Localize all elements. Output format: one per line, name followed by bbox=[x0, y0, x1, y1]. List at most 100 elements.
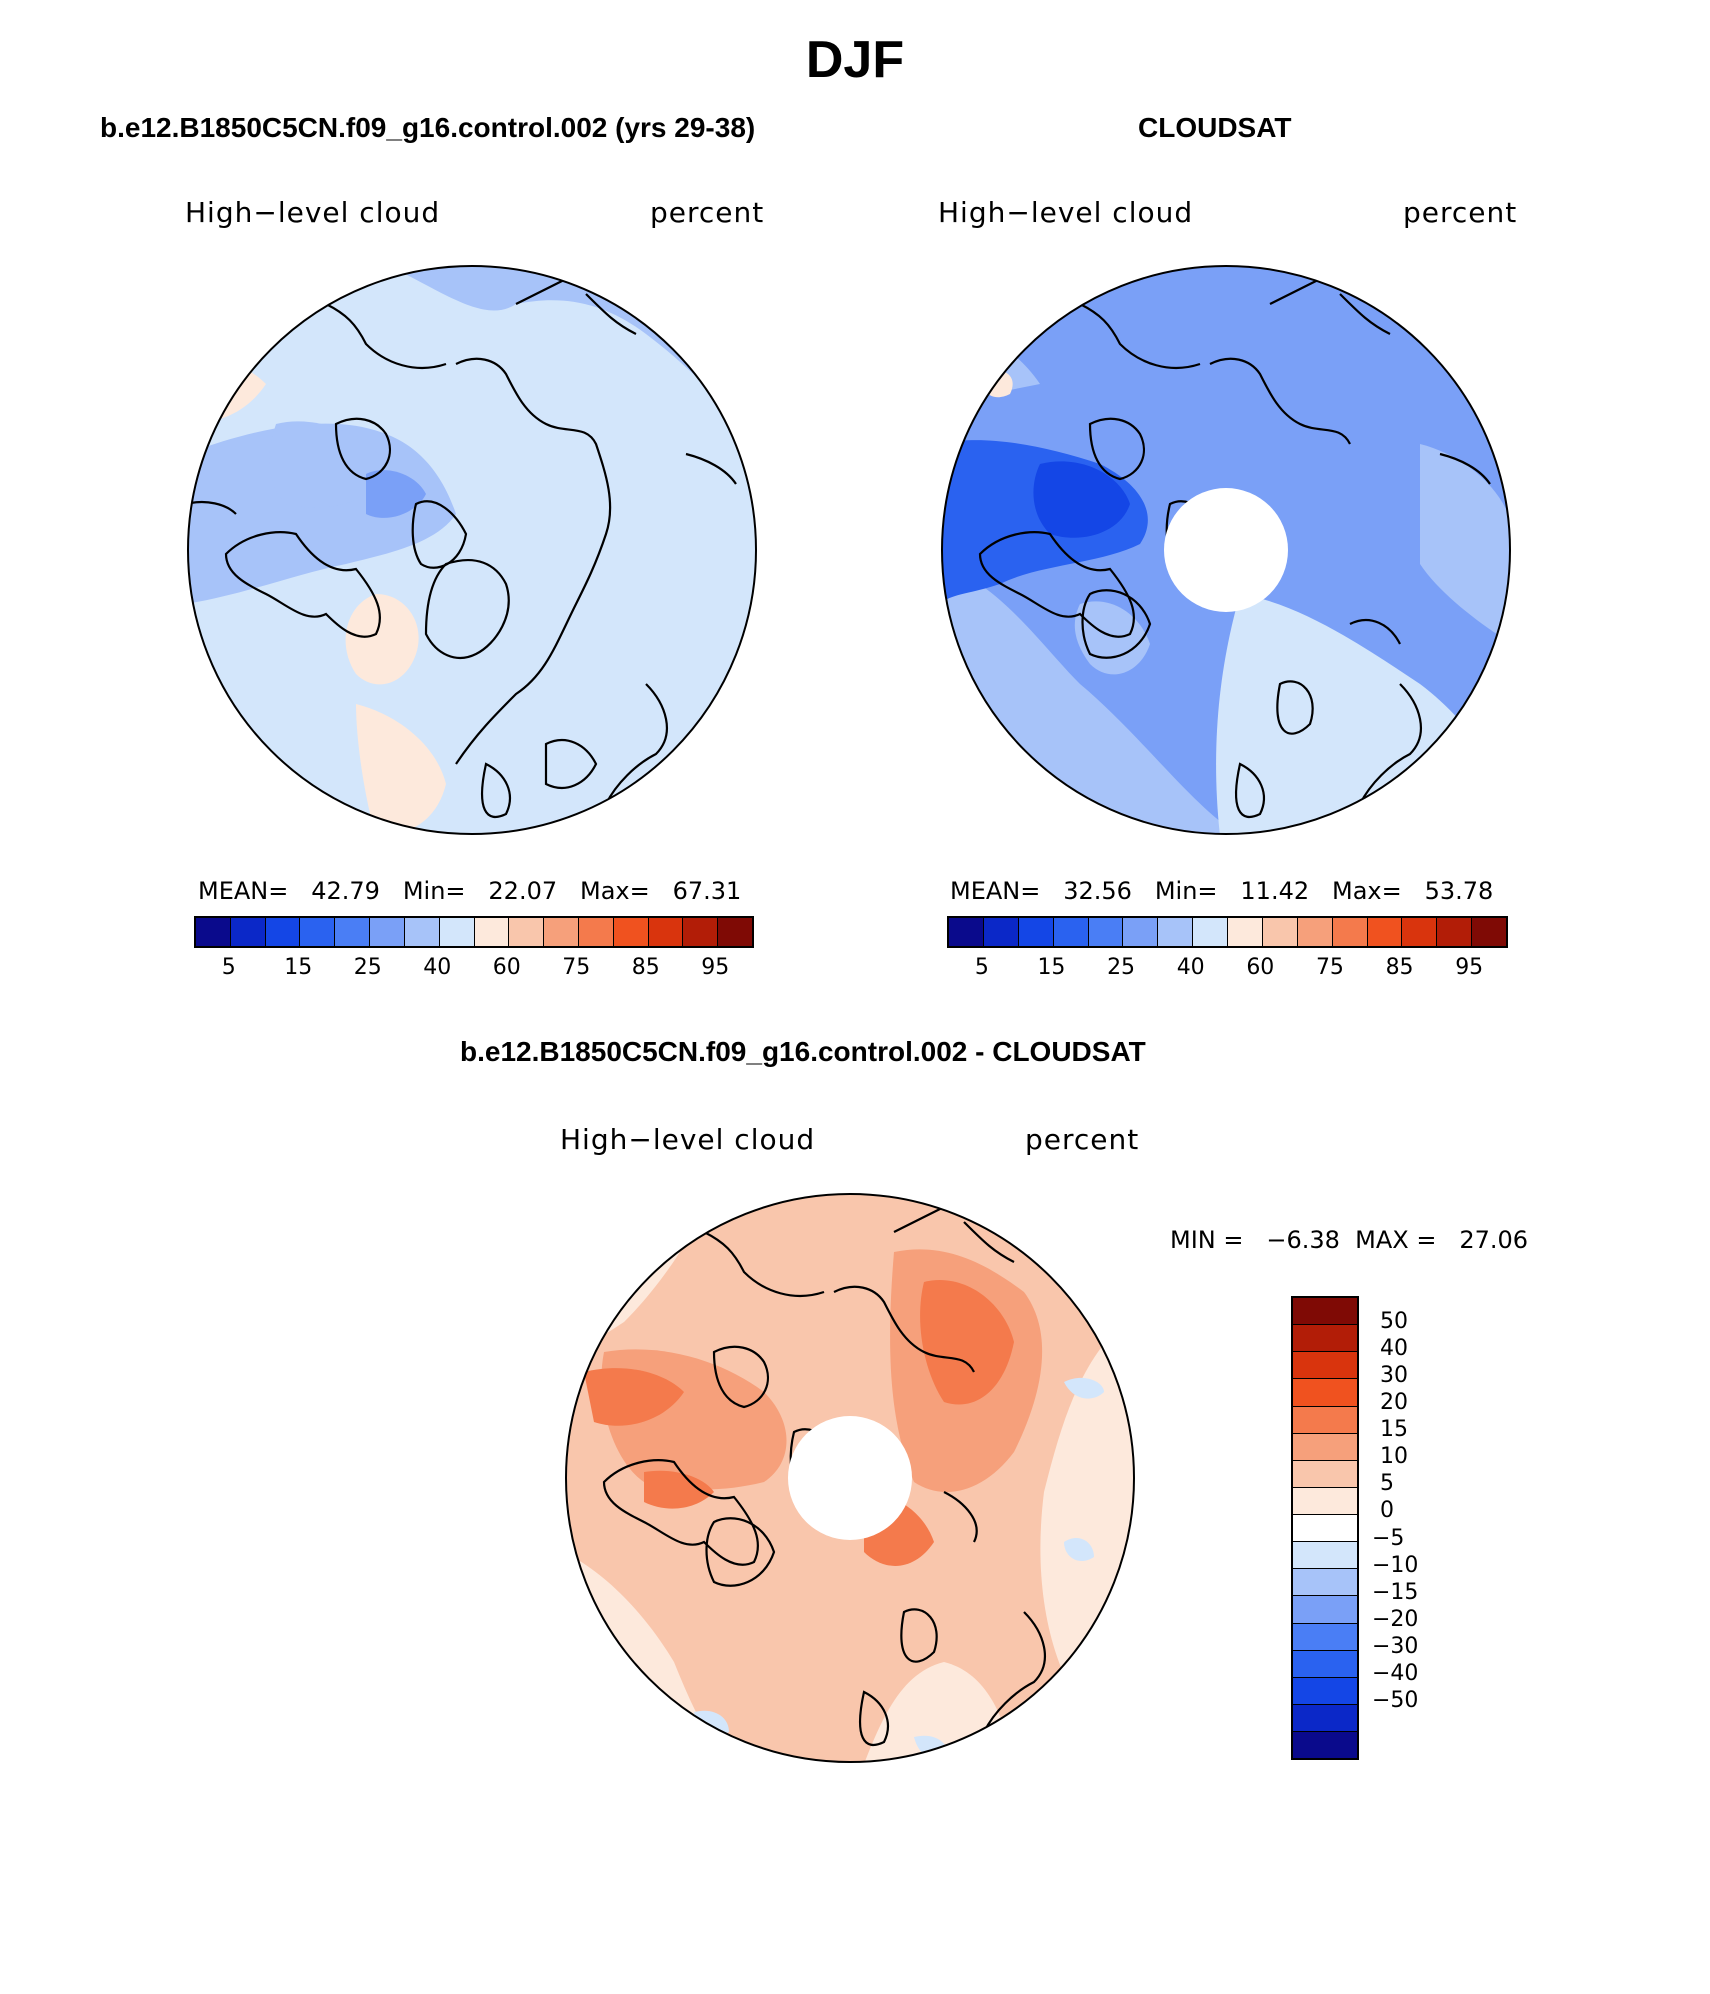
colorbar-tick-label: 40 bbox=[1176, 955, 1205, 980]
variable-label-model: High−level cloud bbox=[185, 196, 441, 229]
colorbar-swatch bbox=[1262, 918, 1298, 946]
colorbar-swatch bbox=[1297, 918, 1333, 946]
variable-label-diff: High−level cloud bbox=[560, 1123, 816, 1156]
colorbar-labels-diff: 50 40 30 20 15 10 5 0 −5 −10 −15 −20 −30 −40 −50 bbox=[1372, 1296, 1472, 1756]
colorbar-tick-label: 60 bbox=[1246, 955, 1275, 980]
colorbar-tick-label: 40 bbox=[423, 955, 452, 980]
diff-map bbox=[565, 1193, 1135, 1763]
colorbar-tick-label: 75 bbox=[1315, 955, 1344, 980]
colorbar-swatch bbox=[1293, 1487, 1357, 1515]
colorbar-swatch bbox=[300, 918, 336, 946]
colorbar-tick-label: 25 bbox=[353, 955, 382, 980]
page-title: DJF bbox=[805, 31, 905, 89]
colorbar-tick-label: −15 bbox=[1372, 1579, 1419, 1605]
units-label-model: percent bbox=[650, 196, 765, 229]
colorbar-swatch bbox=[718, 918, 752, 946]
colorbar-tick-label: 5 bbox=[974, 955, 989, 980]
colorbar-swatch bbox=[509, 918, 545, 946]
colorbar-swatch bbox=[1293, 1460, 1357, 1488]
colorbar-swatch bbox=[1293, 1325, 1357, 1353]
colorbar-tick-label: 15 bbox=[1380, 1417, 1408, 1443]
colorbar-tick-label: −20 bbox=[1372, 1606, 1419, 1632]
colorbar-swatch bbox=[1088, 918, 1124, 946]
colorbar-swatch bbox=[1437, 918, 1473, 946]
colorbar-swatch bbox=[648, 918, 684, 946]
colorbar-swatch bbox=[1193, 918, 1228, 946]
colorbar-swatch bbox=[1293, 1298, 1357, 1326]
colorbar-swatch bbox=[1332, 918, 1368, 946]
colorbar-swatch bbox=[1293, 1677, 1357, 1705]
colorbar-labels-obs: 5 15 25 40 60 75 85 95 bbox=[947, 955, 1504, 985]
colorbar-swatch bbox=[335, 918, 371, 946]
colorbar-model bbox=[194, 916, 754, 948]
colorbar-swatch bbox=[1123, 918, 1159, 946]
colorbar-swatch bbox=[230, 918, 266, 946]
colorbar-swatch bbox=[1472, 918, 1506, 946]
colorbar-swatch bbox=[1018, 918, 1054, 946]
colorbar-tick-label: −5 bbox=[1372, 1525, 1405, 1551]
colorbar-tick-label: 60 bbox=[492, 955, 521, 980]
colorbar-swatch bbox=[1367, 918, 1403, 946]
colorbar-swatch bbox=[1293, 1542, 1357, 1570]
colorbar-tick-label: 25 bbox=[1107, 955, 1136, 980]
colorbar-labels-model: 5 15 25 40 60 75 85 95 bbox=[194, 955, 750, 985]
colorbar-tick-label: −50 bbox=[1372, 1687, 1419, 1713]
colorbar-swatch bbox=[1293, 1623, 1357, 1651]
colorbar-swatch bbox=[1293, 1406, 1357, 1434]
colorbar-swatch bbox=[1293, 1433, 1357, 1461]
stats-model: MEAN= 42.79 Min= 22.07 Max= 67.31 bbox=[198, 877, 742, 905]
variable-label-obs: High−level cloud bbox=[938, 196, 1194, 229]
colorbar-swatch bbox=[1293, 1704, 1357, 1732]
colorbar-tick-label: 20 bbox=[1380, 1390, 1408, 1416]
colorbar-tick-label: 0 bbox=[1380, 1498, 1394, 1524]
colorbar-obs bbox=[947, 916, 1508, 948]
colorbar-tick-label: 85 bbox=[631, 955, 660, 980]
colorbar-swatch bbox=[949, 918, 984, 946]
colorbar-swatch bbox=[1158, 918, 1194, 946]
colorbar-tick-label: −10 bbox=[1372, 1552, 1419, 1578]
colorbar-tick-label: 15 bbox=[1037, 955, 1066, 980]
colorbar-swatch bbox=[1293, 1379, 1357, 1407]
panel-title-diff: b.e12.B1850C5CN.f09_g16.control.002 - CL… bbox=[460, 1036, 1146, 1067]
colorbar-swatch bbox=[1228, 918, 1263, 946]
colorbar-swatch bbox=[1053, 918, 1089, 946]
stats-obs: MEAN= 32.56 Min= 11.42 Max= 53.78 bbox=[950, 877, 1494, 905]
colorbar-swatch bbox=[370, 918, 405, 946]
colorbar-tick-label: 15 bbox=[284, 955, 313, 980]
colorbar-swatch bbox=[1293, 1515, 1357, 1543]
colorbar-tick-label: 40 bbox=[1380, 1336, 1408, 1362]
stats-diff: MIN = −6.38 MAX = 27.06 bbox=[1170, 1226, 1529, 1254]
colorbar-swatch bbox=[1402, 918, 1438, 946]
colorbar-swatch bbox=[404, 918, 440, 946]
colorbar-swatch bbox=[474, 918, 510, 946]
colorbar-swatch bbox=[1293, 1569, 1357, 1597]
colorbar-swatch bbox=[1293, 1596, 1357, 1624]
panel-title-model: b.e12.B1850C5CN.f09_g16.control.002 (yrs… bbox=[100, 112, 756, 143]
panel-title-obs: CLOUDSAT bbox=[1138, 112, 1292, 143]
colorbar-tick-label: 10 bbox=[1380, 1444, 1408, 1470]
colorbar-diff bbox=[1291, 1296, 1359, 1760]
colorbar-swatch bbox=[613, 918, 649, 946]
colorbar-swatch bbox=[265, 918, 301, 946]
colorbar-swatch bbox=[196, 918, 231, 946]
colorbar-tick-label: 50 bbox=[1380, 1309, 1408, 1335]
colorbar-tick-label: 95 bbox=[1455, 955, 1484, 980]
colorbar-swatch bbox=[439, 918, 475, 946]
colorbar-swatch bbox=[1293, 1732, 1357, 1759]
colorbar-tick-label: 95 bbox=[701, 955, 730, 980]
units-label-diff: percent bbox=[1025, 1123, 1140, 1156]
colorbar-tick-label: 5 bbox=[1380, 1471, 1394, 1497]
colorbar-tick-label: 5 bbox=[221, 955, 236, 980]
colorbar-swatch bbox=[983, 918, 1019, 946]
obs-map bbox=[941, 265, 1511, 835]
colorbar-swatch bbox=[544, 918, 579, 946]
colorbar-swatch bbox=[1293, 1650, 1357, 1678]
colorbar-swatch bbox=[1293, 1352, 1357, 1380]
colorbar-tick-label: −30 bbox=[1372, 1633, 1419, 1659]
colorbar-tick-label: 85 bbox=[1385, 955, 1414, 980]
colorbar-tick-label: 30 bbox=[1380, 1363, 1408, 1389]
colorbar-swatch bbox=[683, 918, 719, 946]
colorbar-tick-label: 75 bbox=[562, 955, 591, 980]
colorbar-swatch bbox=[578, 918, 614, 946]
units-label-obs: percent bbox=[1403, 196, 1518, 229]
